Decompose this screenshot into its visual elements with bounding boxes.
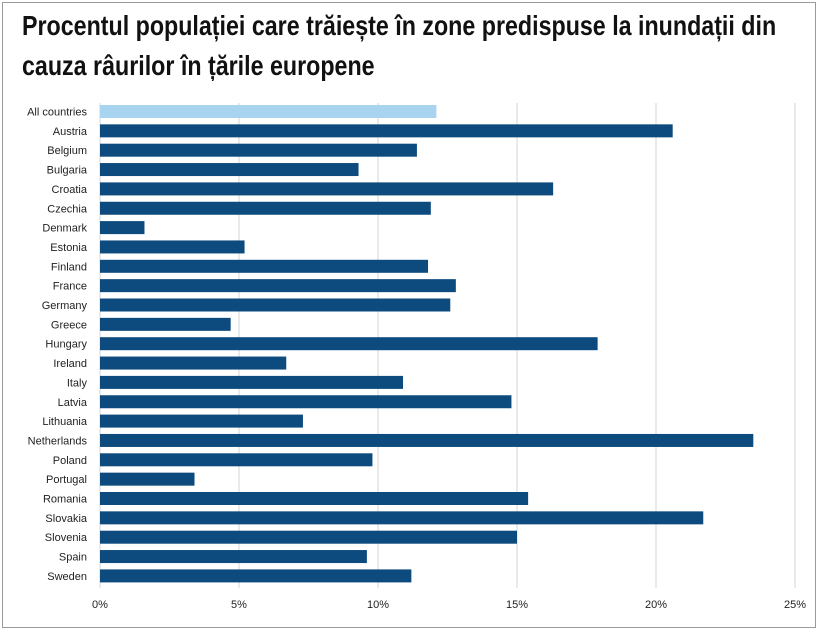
bar [100, 163, 359, 177]
bar [100, 279, 456, 293]
bar [100, 492, 529, 505]
category-label: Netherlands [28, 435, 88, 447]
bar [100, 105, 437, 118]
category-label: Finland [51, 261, 87, 273]
bar [100, 317, 231, 331]
x-tick-label: 20% [645, 599, 667, 611]
category-label: Romania [43, 494, 88, 506]
bar [100, 356, 287, 370]
bar [100, 453, 373, 467]
category-label: Sweden [47, 571, 87, 583]
category-label: Spain [59, 552, 87, 564]
bar [100, 337, 598, 351]
bar [100, 143, 417, 157]
x-tick-label: 15% [506, 599, 528, 611]
category-label: Poland [53, 455, 87, 467]
bar [100, 550, 367, 564]
bar [100, 375, 404, 389]
bar [100, 182, 554, 196]
bar [100, 530, 517, 544]
bar [100, 124, 673, 138]
category-label: Germany [42, 300, 88, 312]
category-label: Ireland [53, 358, 87, 370]
category-label: Belgium [47, 145, 87, 157]
category-label: All countries [27, 107, 87, 119]
category-label: Slovakia [45, 513, 87, 525]
category-label: Croatia [52, 184, 88, 196]
category-label: Bulgaria [47, 165, 88, 177]
bar [100, 298, 451, 312]
bar [100, 472, 195, 486]
bar [100, 414, 303, 428]
category-label: Slovenia [45, 532, 88, 544]
category-label: France [53, 281, 87, 293]
category-label: Denmark [42, 223, 87, 235]
category-label: Greece [51, 319, 87, 331]
category-label: Latvia [58, 397, 88, 409]
bar [100, 569, 412, 583]
category-label: Lithuania [42, 416, 88, 428]
chart-title-line-1: Procentul populației care trăiește în zo… [22, 10, 777, 41]
x-tick-label: 5% [231, 599, 247, 611]
x-tick-label: 0% [92, 599, 108, 611]
bar [100, 201, 431, 215]
bar [100, 433, 754, 447]
category-label: Czechia [47, 203, 88, 215]
bar [100, 221, 145, 235]
chart-title-line-2: cauza râurilor în țările europene [22, 50, 375, 81]
chart-title: Procentul populației care trăiește în zo… [22, 6, 777, 86]
category-label: Hungary [45, 339, 87, 351]
category-label: Italy [67, 377, 88, 389]
category-label: Estonia [50, 242, 88, 254]
x-tick-label: 25% [784, 599, 806, 611]
x-tick-label: 10% [367, 599, 389, 611]
bar [100, 259, 429, 273]
bar [100, 511, 704, 525]
category-label: Portugal [46, 474, 87, 486]
bar [100, 240, 245, 254]
category-label: Austria [53, 126, 88, 138]
bar [100, 395, 512, 409]
